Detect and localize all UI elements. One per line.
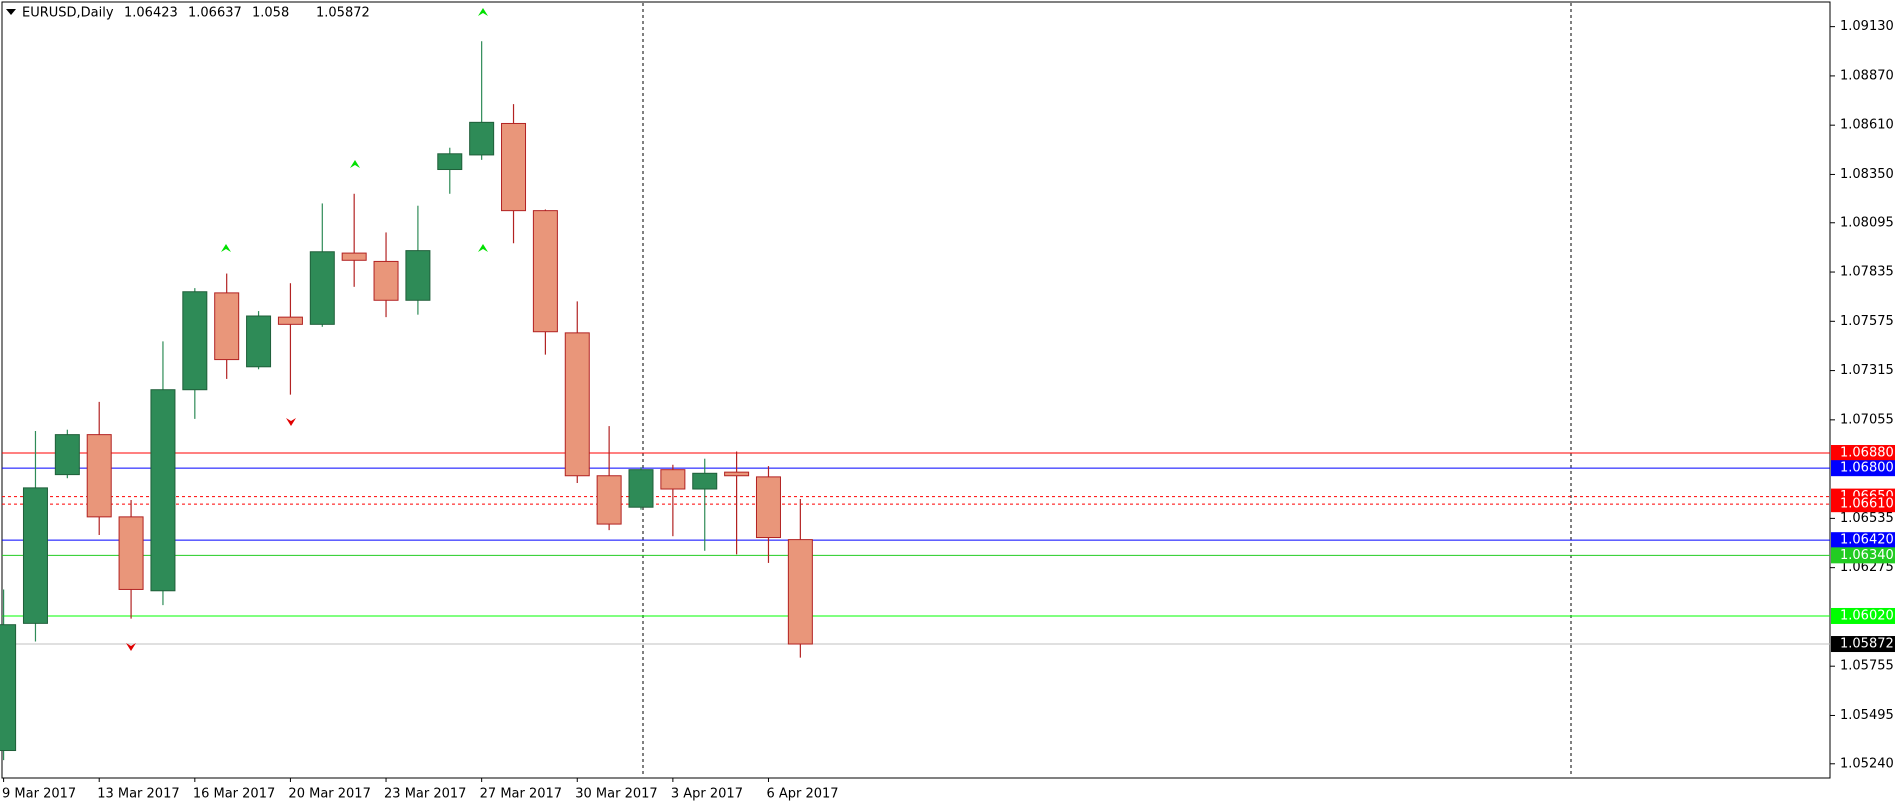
level-label-box [1831, 445, 1895, 462]
candle-body [564, 332, 590, 477]
level-label: 1.06800 [1840, 461, 1894, 476]
candle-body [501, 122, 527, 212]
fractal-up [478, 244, 488, 252]
candle-body [755, 476, 781, 539]
y-tick-label: 1.06535 [1840, 511, 1894, 526]
fractal-up [478, 8, 488, 16]
marks [0, 41, 1830, 761]
candle-body [246, 315, 272, 368]
candle-body [150, 389, 176, 592]
symbol-title: EURUSD,Daily [22, 6, 114, 21]
y-tick-label: 1.05495 [1840, 708, 1894, 723]
y-tick-label: 1.05240 [1840, 756, 1894, 771]
x-tick-label: 6 Apr 2017 [766, 787, 838, 802]
level-label-box [1831, 496, 1895, 513]
candle-body [405, 250, 431, 301]
y-tick-label: 1.07055 [1840, 412, 1894, 427]
level-label: 1.05872 [1840, 637, 1894, 652]
candle-body [54, 434, 80, 476]
candle-body [724, 471, 750, 477]
level-label: 1.06020 [1840, 608, 1894, 623]
candle-body [437, 153, 463, 171]
level-label: 1.06610 [1840, 497, 1894, 512]
x-tick-label: 16 Mar 2017 [193, 787, 275, 802]
candle-body [182, 291, 208, 391]
y-tick-label: 1.05755 [1840, 659, 1894, 674]
level-label: 1.06340 [1840, 548, 1894, 563]
symbol-menu-icon[interactable] [6, 9, 16, 15]
ohlc-close: 1.05872 [316, 6, 370, 21]
candle-body [118, 516, 144, 590]
candle-body [86, 434, 112, 518]
level-label-box [1831, 460, 1895, 477]
y-tick-label: 1.07315 [1840, 363, 1894, 378]
x-tick-label: 23 Mar 2017 [384, 787, 466, 802]
y-tick-label: 1.08870 [1840, 68, 1894, 83]
y-tick-label: 1.06275 [1840, 560, 1894, 575]
x-tick-label: 13 Mar 2017 [97, 787, 179, 802]
candle-body [0, 624, 17, 752]
candle-body [341, 252, 367, 261]
candle-body [532, 210, 558, 333]
level-label-box [1831, 547, 1895, 564]
y-tick-label: 1.08350 [1840, 167, 1894, 182]
y-tick-label: 1.09130 [1840, 19, 1894, 34]
candle-body [22, 487, 48, 624]
ohlc-high: 1.06637 [188, 6, 242, 21]
y-tick-label: 1.07575 [1840, 314, 1894, 329]
ohlc-open: 1.06423 [124, 6, 178, 21]
candle-body [469, 121, 495, 156]
plot-frame [1, 1, 1831, 779]
level-label-box [1831, 532, 1895, 549]
fractal-down [126, 643, 136, 651]
candle-body [692, 472, 718, 490]
candle-body [373, 260, 399, 301]
ohlc-low: 1.058 [252, 6, 289, 21]
candle-body [660, 469, 686, 490]
candle-body [628, 469, 654, 508]
level-label: 1.06420 [1840, 533, 1894, 548]
candle-body [309, 251, 335, 325]
x-tick-label: 30 Mar 2017 [575, 787, 657, 802]
fractal-up [350, 160, 360, 168]
y-tick-label: 1.07835 [1840, 265, 1894, 280]
x-tick-label: 20 Mar 2017 [288, 787, 370, 802]
fractal-up [221, 244, 231, 252]
y-tick-label: 1.08095 [1840, 215, 1894, 230]
level-label-box [1831, 636, 1895, 653]
x-tick-label: 3 Apr 2017 [671, 787, 743, 802]
fractal-down [286, 418, 296, 426]
candle-body [277, 316, 303, 325]
x-tick-label: 27 Mar 2017 [480, 787, 562, 802]
candle-body [596, 475, 622, 525]
x-tick-label: 9 Mar 2017 [2, 787, 76, 802]
level-label-box [1831, 607, 1895, 624]
fractals [126, 8, 488, 651]
candle-body [214, 292, 240, 361]
candle-body [787, 539, 813, 645]
level-label: 1.06880 [1840, 446, 1894, 461]
y-tick-label: 1.08610 [1840, 118, 1894, 133]
